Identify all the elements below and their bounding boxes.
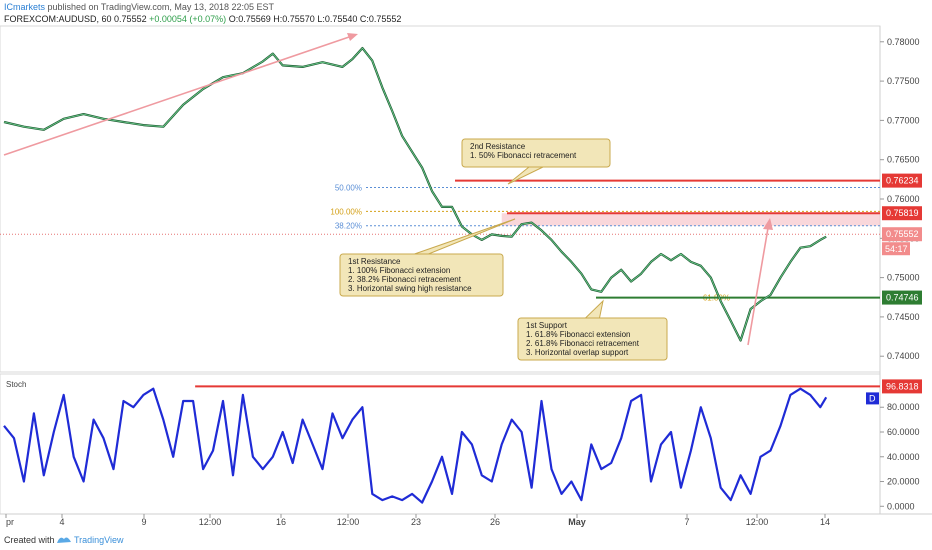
callout-text: 2nd Resistance: [470, 142, 526, 151]
resistance-price-label: 0.75819: [886, 208, 919, 218]
callout-text: 1. 100% Fibonacci extension: [348, 266, 450, 275]
footer: Created with TradingView: [0, 530, 932, 550]
publish-info: ICmarkets published on TradingView.com, …: [4, 2, 274, 13]
symbol-label: FOREXCOM:AUDUSD, 60: [4, 14, 112, 24]
callout-text: 1. 61.8% Fibonacci extension: [526, 330, 631, 339]
callout-text: 1st Resistance: [348, 257, 401, 266]
callout-text: 2. 38.2% Fibonacci retracement: [348, 275, 462, 284]
main-price: 0.75552: [114, 14, 147, 24]
price-tick-label: 0.75000: [887, 273, 920, 283]
rebound-arrow-head: [763, 218, 773, 230]
callout-text: 3. Horizontal overlap support: [526, 348, 629, 357]
time-tick-label: 4: [59, 517, 64, 527]
stoch-d-label: D: [869, 393, 876, 403]
stoch-tick-label: 0.0000: [887, 501, 915, 511]
rebound-arrow-line: [747, 227, 769, 346]
horizontal-levels: [455, 179, 880, 299]
time-tick-label: 12:00: [199, 517, 222, 527]
low-value: L:0.75540: [317, 14, 358, 24]
tradingview-logo-icon[interactable]: [56, 534, 72, 546]
callout-box: [517, 317, 668, 361]
fib-level-label: 38.20%: [335, 222, 362, 231]
time-tick-label: 14: [820, 517, 830, 527]
price-tick-label: 0.74000: [887, 351, 920, 361]
time-tick-label: 12:00: [337, 517, 360, 527]
bar-timer-label: 54:17: [885, 244, 908, 254]
published-text: published on TradingView.com, May 13, 20…: [45, 2, 274, 12]
uptrend-arrow-line: [3, 35, 353, 156]
stoch-tick-label: 40.0000: [887, 452, 920, 462]
stoch-series: [3, 387, 828, 504]
fib-level-label: 50.00%: [335, 184, 362, 193]
uptrend-arrow-head: [347, 33, 358, 41]
callout-box: [339, 253, 504, 297]
resistance-price-label: 0.76234: [886, 176, 919, 186]
callout-text: 2. 61.8% Fibonacci retracement: [526, 339, 640, 348]
time-tick-label: 9: [141, 517, 146, 527]
resistance-price-badge: [882, 173, 922, 188]
high-value: H:0.75570: [273, 14, 315, 24]
symbol-info: FOREXCOM:AUDUSD, 60 0.75552 +0.00054 (+0…: [4, 14, 401, 25]
price-y-axis: 0.78000 0.77500 0.77000 0.76500 0.76000 0.755…: [880, 37, 920, 361]
time-axis: pr 4 9 12:00 16 12:00 23 26 May 7 12:00 14: [5, 514, 830, 527]
author-link[interactable]: ICmarkets: [4, 2, 46, 12]
stoch-d-badge[interactable]: [866, 392, 879, 405]
time-tick-label: May: [568, 517, 586, 527]
stoch-title: Stoch: [6, 380, 26, 389]
price-tick-label: 0.77500: [887, 76, 920, 86]
price-chart[interactable]: 0.78000 0.77500 0.77000 0.76500 0.76000 0.755…: [0, 0, 932, 530]
price-tick-label: 0.76000: [887, 194, 920, 204]
stoch-value-badge: [882, 379, 922, 394]
fibonacci-lines: 50.00%100.00%38.20%61.80%: [330, 184, 880, 303]
price-pane[interactable]: [0, 25, 881, 373]
bar-timer-badge: [882, 242, 910, 256]
chart-header: ICmarkets published on TradingView.com, …: [0, 0, 932, 26]
callout-text: 3. Horizontal swing high resistance: [348, 284, 472, 293]
time-tick-label: 7: [684, 517, 689, 527]
support-price-label: 0.74746: [886, 293, 919, 303]
stoch-tick-label: 60.0000: [887, 427, 920, 437]
fib-level-label: 100.00%: [330, 207, 362, 216]
stoch-axis-labels: 96.8318 D: [866, 379, 922, 405]
created-with-text: Created with: [4, 535, 55, 545]
price-tick-label: 0.74500: [887, 312, 920, 322]
open-value: O:0.75569: [228, 14, 271, 24]
price-series-highlight: [3, 47, 827, 341]
time-tick-label: 16: [276, 517, 286, 527]
close-value: C:0.75552: [359, 14, 402, 24]
price-tick-label: 0.78000: [887, 37, 920, 47]
resistance-price-badge: [882, 206, 922, 221]
price-tick-label: 0.77000: [887, 115, 920, 125]
price-change: +0.00054 (+0.07%): [149, 14, 227, 24]
stoch-y-axis: 80.0000 60.0000 40.0000 20.0000 0.0000: [880, 402, 920, 511]
resistance-zone: [501, 213, 880, 226]
callout-box: [461, 138, 611, 168]
time-tick-label: 26: [490, 517, 500, 527]
callout-text: 1st Support: [526, 321, 568, 330]
stoch-tick-label: 80.0000: [887, 402, 920, 412]
stoch-pane[interactable]: [0, 373, 881, 515]
support-price-badge: [882, 290, 922, 305]
current-price-label: 0.75552: [886, 229, 919, 239]
stoch-value-label: 96.8318: [886, 381, 919, 391]
time-tick-label: 12:00: [746, 517, 769, 527]
current-price-badge: [882, 227, 922, 242]
stoch-tick-label: 20.0000: [887, 477, 920, 487]
callout-text: 1. 50% Fibonacci retracement: [470, 151, 577, 160]
price-axis-labels: 0.76234 0.75819 0.74746 0.75552 54:17: [882, 173, 922, 305]
tradingview-brand[interactable]: TradingView: [74, 535, 124, 545]
time-tick-label: 23: [411, 517, 421, 527]
time-tick-label: pr: [6, 517, 14, 527]
price-tick-label: 0.76500: [887, 155, 920, 165]
trend-arrows: [3, 33, 773, 346]
